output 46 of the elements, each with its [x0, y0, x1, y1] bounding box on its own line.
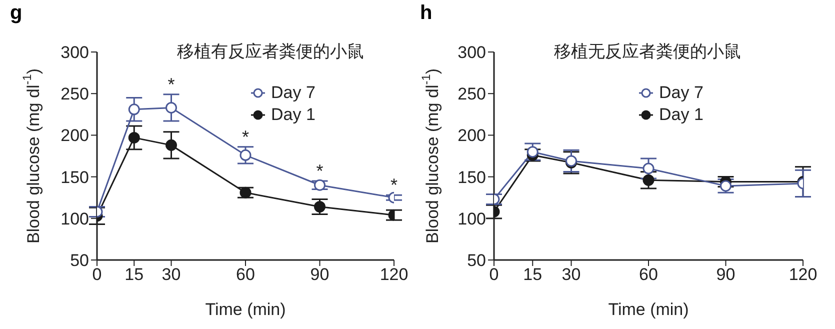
x-tick-label: 120 [380, 265, 408, 284]
x-tick-label: 60 [236, 265, 255, 284]
annotation: * [242, 126, 250, 147]
point [642, 162, 654, 174]
y-tick-label: 300 [458, 43, 486, 62]
y-tick-label: 50 [70, 251, 89, 270]
x-tick-label: 90 [310, 265, 330, 284]
y-tick-label: 250 [458, 84, 486, 104]
annotation: * [316, 160, 324, 181]
point [642, 174, 654, 186]
point [166, 139, 177, 151]
point [240, 186, 252, 198]
y-tick-label: 50 [467, 251, 486, 270]
x-tick-label: 30 [562, 265, 581, 284]
x-tick-label: 30 [162, 265, 181, 284]
y-tick-label: 200 [458, 126, 486, 146]
point [720, 180, 732, 192]
y-tick-label: 200 [60, 126, 89, 146]
annotation: 移植有反应者粪便的小鼠 [177, 41, 364, 63]
y-tick-label: 300 [60, 43, 89, 62]
x-tick-label: 120 [788, 265, 818, 284]
legend-label: Day 7 [659, 83, 704, 103]
x-tick-label: 15 [523, 265, 542, 284]
x-tick-label: 15 [124, 265, 144, 284]
point [526, 146, 538, 158]
x-axis-title: Time (min) [205, 300, 286, 319]
y-tick-label: 150 [60, 168, 89, 187]
legend-label: Day 1 [271, 105, 316, 125]
x-tick-label: 60 [639, 265, 658, 284]
y-tick-label: 250 [60, 84, 89, 104]
y-tick-label: 150 [458, 168, 486, 187]
chart-title: h [420, 2, 432, 25]
annotation: 移植无反应者粪便的小鼠 [554, 41, 741, 63]
point [166, 102, 177, 114]
chart-title: g [10, 2, 22, 25]
y-tick-label: 100 [60, 209, 89, 228]
y-tick-label: 100 [458, 209, 486, 228]
point [240, 149, 252, 161]
annotation: * [168, 74, 175, 94]
legend-label: Day 1 [659, 105, 704, 125]
x-axis-title: Time (min) [608, 300, 689, 319]
x-tick-label: 0 [92, 265, 102, 284]
annotation: * [390, 175, 398, 196]
x-tick-label: 0 [489, 265, 499, 284]
legend-label: Day 7 [271, 83, 316, 103]
x-tick-label: 90 [716, 265, 736, 284]
